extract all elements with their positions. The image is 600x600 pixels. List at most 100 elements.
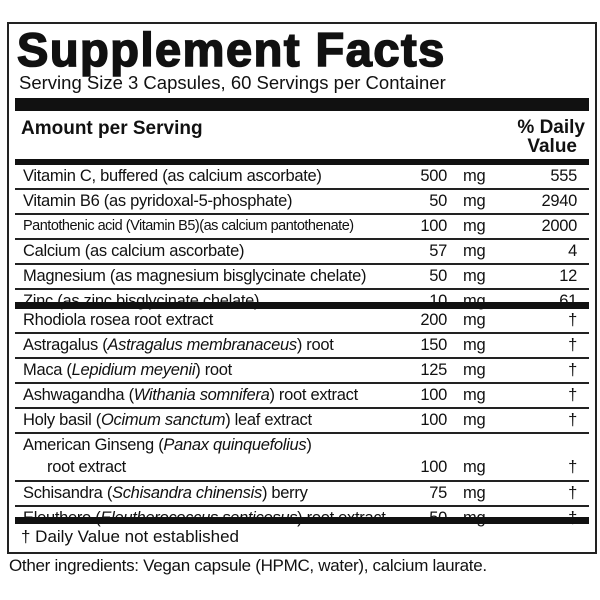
daily-value: † bbox=[568, 311, 577, 329]
daily-value: 4 bbox=[568, 242, 577, 260]
nutrient-row: Magnesium (as magnesium bisglycinate che… bbox=[15, 265, 589, 290]
nutrient-name: Magnesium (as magnesium bisglycinate che… bbox=[23, 267, 367, 286]
name-text-suffix: ) leaf extract bbox=[225, 411, 312, 429]
amount: 57 bbox=[429, 242, 447, 260]
unit: mg bbox=[463, 336, 486, 354]
herb-rows: Rhodiola rosea root extract 200 mg † Astraga… bbox=[15, 309, 589, 530]
nutrient-name: Vitamin C, buffered (as calcium ascorbat… bbox=[23, 167, 322, 186]
divider bbox=[15, 302, 589, 309]
amount: 100 bbox=[420, 217, 447, 235]
nutrient-name-line2: root extract bbox=[47, 458, 126, 476]
daily-value: † bbox=[568, 336, 577, 354]
nutrient-name: Holy basil (Ocimum sanctum) leaf extract bbox=[23, 411, 312, 430]
divider bbox=[15, 517, 589, 524]
daily-value: 12 bbox=[559, 267, 577, 285]
nutrient-row: American Ginseng (Panax quinquefolius) ro… bbox=[15, 434, 589, 482]
amount-header: Amount per Serving bbox=[21, 118, 203, 139]
nutrient-name: Ashwagandha (Withania somnifera) root ex… bbox=[23, 386, 358, 405]
dv-header-line2: Value bbox=[527, 136, 577, 157]
nutrient-name: Calcium (as calcium ascorbate) bbox=[23, 242, 244, 261]
latin-name: Withania somnifera bbox=[133, 386, 270, 404]
latin-name: Schisandra chinensis bbox=[112, 484, 262, 502]
nutrient-row: Vitamin B6 (as pyridoxal-5-phosphate) 50 m… bbox=[15, 190, 589, 215]
nutrient-name: Vitamin B6 (as pyridoxal-5-phosphate) bbox=[23, 192, 293, 211]
latin-name: Astragalus membranaceus bbox=[107, 336, 297, 354]
nutrient-name: Pantothenic acid (Vitamin B5)(as calcium… bbox=[23, 218, 354, 234]
serving-info: Serving Size 3 Capsules, 60 Servings per… bbox=[19, 72, 446, 93]
nutrient-row: Astragalus (Astragalus membranaceus) roo… bbox=[15, 334, 589, 359]
unit: mg bbox=[463, 267, 486, 285]
unit: mg bbox=[463, 361, 486, 379]
divider bbox=[15, 159, 589, 165]
amount: 125 bbox=[420, 361, 447, 379]
daily-value: † bbox=[568, 484, 577, 502]
nutrient-row: Vitamin C, buffered (as calcium ascorbat… bbox=[15, 165, 589, 190]
amount: 50 bbox=[429, 267, 447, 285]
name-text: American Ginseng ( bbox=[23, 436, 164, 454]
nutrient-name: Maca (Lepidium meyenii) root bbox=[23, 361, 232, 380]
latin-name: Ocimum sanctum bbox=[101, 411, 226, 429]
other-ingredients: Other ingredients: Vegan capsule (HPMC, … bbox=[9, 556, 487, 575]
unit: mg bbox=[463, 386, 486, 404]
name-text-suffix: ) bbox=[306, 436, 312, 454]
daily-value: † bbox=[568, 361, 577, 379]
supplement-facts-panel: Supplement Facts Serving Size 3 Capsules… bbox=[7, 22, 597, 554]
unit: mg bbox=[463, 192, 486, 210]
nutrient-row: Holy basil (Ocimum sanctum) leaf extract… bbox=[15, 409, 589, 434]
daily-value: † bbox=[568, 386, 577, 404]
nutrient-row: Calcium (as calcium ascorbate) 57 mg 4 bbox=[15, 240, 589, 265]
nutrient-name: Schisandra (Schisandra chinensis) berry bbox=[23, 484, 308, 503]
name-text-suffix: ) root extract bbox=[269, 386, 358, 404]
daily-value: 2940 bbox=[541, 192, 577, 210]
amount: 100 bbox=[420, 458, 447, 476]
daily-value: 2000 bbox=[541, 217, 577, 235]
panel-title: Supplement Facts bbox=[16, 23, 446, 77]
nutrient-name: American Ginseng (Panax quinquefolius) bbox=[23, 436, 312, 455]
unit: mg bbox=[463, 217, 486, 235]
nutrient-row: Schisandra (Schisandra chinensis) berry 7… bbox=[15, 482, 589, 507]
thick-divider bbox=[15, 98, 589, 111]
nutrient-name: Rhodiola rosea root extract bbox=[23, 311, 213, 330]
amount: 100 bbox=[420, 386, 447, 404]
name-text: Astragalus ( bbox=[23, 336, 108, 354]
amount: 100 bbox=[420, 411, 447, 429]
name-text-suffix: ) root bbox=[296, 336, 334, 354]
name-text: Vitamin B6 (as pyridoxal-5-phosphate) bbox=[23, 192, 293, 210]
nutrient-row: Rhodiola rosea root extract 200 mg † bbox=[15, 309, 589, 334]
nutrient-row: Pantothenic acid (Vitamin B5)(as calcium… bbox=[15, 215, 589, 240]
name-text: Maca ( bbox=[23, 361, 72, 379]
name-text: Schisandra ( bbox=[23, 484, 113, 502]
name-text-suffix: ) root bbox=[195, 361, 232, 379]
amount: 50 bbox=[429, 192, 447, 210]
unit: mg bbox=[463, 484, 486, 502]
unit: mg bbox=[463, 458, 486, 476]
amount: 75 bbox=[429, 484, 447, 502]
latin-name: Lepidium meyenii bbox=[71, 361, 196, 379]
name-text: Vitamin C, buffered (as calcium ascorbat… bbox=[23, 167, 322, 185]
daily-value: 555 bbox=[550, 167, 577, 185]
name-text: Ashwagandha ( bbox=[23, 386, 134, 404]
dv-header-line1: % Daily bbox=[517, 117, 585, 138]
daily-value: † bbox=[568, 458, 577, 476]
unit: mg bbox=[463, 411, 486, 429]
vitamin-rows: Vitamin C, buffered (as calcium ascorbat… bbox=[15, 165, 589, 313]
footnote: † Daily Value not established bbox=[21, 527, 239, 546]
unit: mg bbox=[463, 242, 486, 260]
amount: 200 bbox=[420, 311, 447, 329]
nutrient-name: Astragalus (Astragalus membranaceus) roo… bbox=[23, 336, 334, 355]
latin-name: Panax quinquefolius bbox=[163, 436, 307, 454]
name-text: Calcium (as calcium ascorbate) bbox=[23, 242, 245, 260]
nutrient-row: Maca (Lepidium meyenii) root 125 mg † bbox=[15, 359, 589, 384]
amount: 500 bbox=[420, 167, 447, 185]
nutrient-row: Ashwagandha (Withania somnifera) root ex… bbox=[15, 384, 589, 409]
daily-value: † bbox=[568, 411, 577, 429]
name-text: Rhodiola rosea root extract bbox=[23, 311, 214, 329]
unit: mg bbox=[463, 167, 486, 185]
daily-value-header: % Daily Value bbox=[517, 118, 585, 156]
name-text-suffix: ) berry bbox=[261, 484, 308, 502]
name-text: Holy basil ( bbox=[23, 411, 102, 429]
unit: mg bbox=[463, 311, 486, 329]
amount: 150 bbox=[420, 336, 447, 354]
name-text: Magnesium (as magnesium bisglycinate che… bbox=[23, 267, 367, 285]
name-text: Pantothenic acid (Vitamin B5)(as calcium… bbox=[23, 218, 354, 234]
